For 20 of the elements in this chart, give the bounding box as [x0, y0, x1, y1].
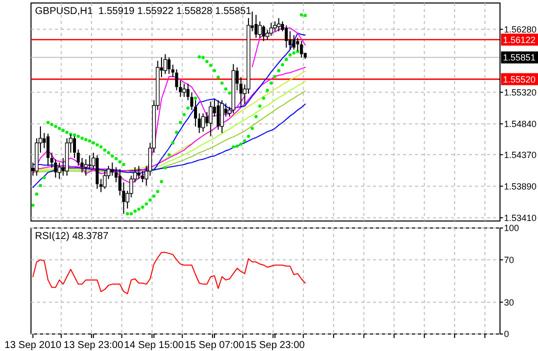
x-tick-label: 15 Sep 07:00	[184, 340, 245, 351]
ref-line-label: 1.55851	[503, 52, 536, 63]
y-tick-label: 100	[504, 223, 520, 234]
y-tick-label: 1.54840	[504, 118, 537, 129]
x-tick-label: 13 Sep 2010	[4, 340, 62, 351]
ref-line-label: 1.55520	[503, 74, 536, 84]
x-tick-label: 13 Sep 23:00	[64, 340, 124, 351]
y-tick-label: 1.55320	[504, 87, 537, 98]
ref-line-label: 1.56122	[503, 34, 536, 45]
x-tick-label: 15 Sep 23:00	[245, 340, 306, 351]
y-tick-label: 1.53890	[504, 181, 537, 192]
y-tick-label: 1.56280	[504, 24, 537, 34]
y-tick-label: 1.53410	[504, 212, 537, 223]
x-tick-label: 14 Sep 15:00	[124, 340, 184, 351]
y-tick-label: 70	[504, 254, 514, 265]
y-tick-label: 1.54370	[504, 150, 537, 160]
chart-title: GBPUSD,H1 1.55919 1.55922 1.55828 1.55851	[35, 6, 252, 17]
y-tick-label: 30	[504, 297, 514, 308]
y-tick-label: 0	[504, 329, 510, 340]
chart-title: RSI(12) 48.3787	[35, 231, 109, 242]
